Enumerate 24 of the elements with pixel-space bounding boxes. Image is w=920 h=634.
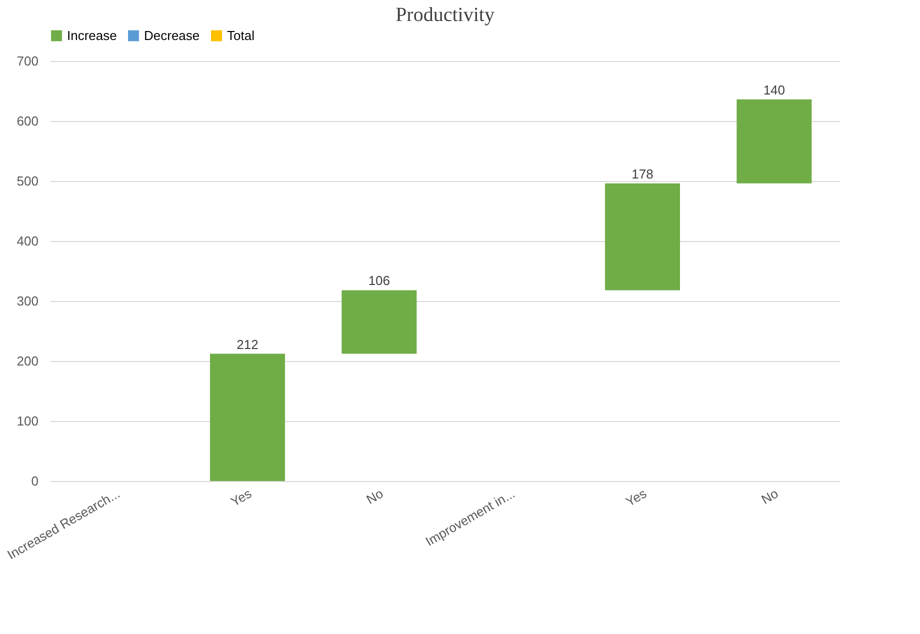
x-tick-label: Yes: [228, 486, 254, 510]
legend-label: Decrease: [144, 28, 200, 43]
legend-label: Total: [227, 28, 255, 43]
legend-label: Increase: [67, 28, 117, 43]
chart-title: Productivity: [396, 4, 494, 26]
bar: [342, 290, 417, 354]
bar: [605, 183, 680, 290]
y-tick-label: 600: [16, 114, 38, 128]
x-tick-label: No: [758, 486, 781, 508]
data-label: 140: [763, 82, 786, 98]
y-tick-label: 200: [16, 354, 38, 368]
data-label: 106: [368, 273, 390, 288]
y-tick-label: 0: [31, 474, 38, 488]
data-label: 212: [236, 336, 258, 352]
bar: [210, 354, 285, 481]
x-tick-label: No: [364, 486, 386, 508]
y-tick-label: 100: [16, 414, 38, 428]
data-label: 178: [632, 166, 654, 182]
x-tick-label: Yes: [623, 486, 650, 510]
y-tick-label: 700: [16, 54, 38, 68]
bar: [736, 99, 812, 184]
y-tick-label: 400: [16, 234, 38, 248]
y-tick-label: 300: [16, 294, 38, 308]
y-tick-label: 500: [16, 174, 38, 188]
